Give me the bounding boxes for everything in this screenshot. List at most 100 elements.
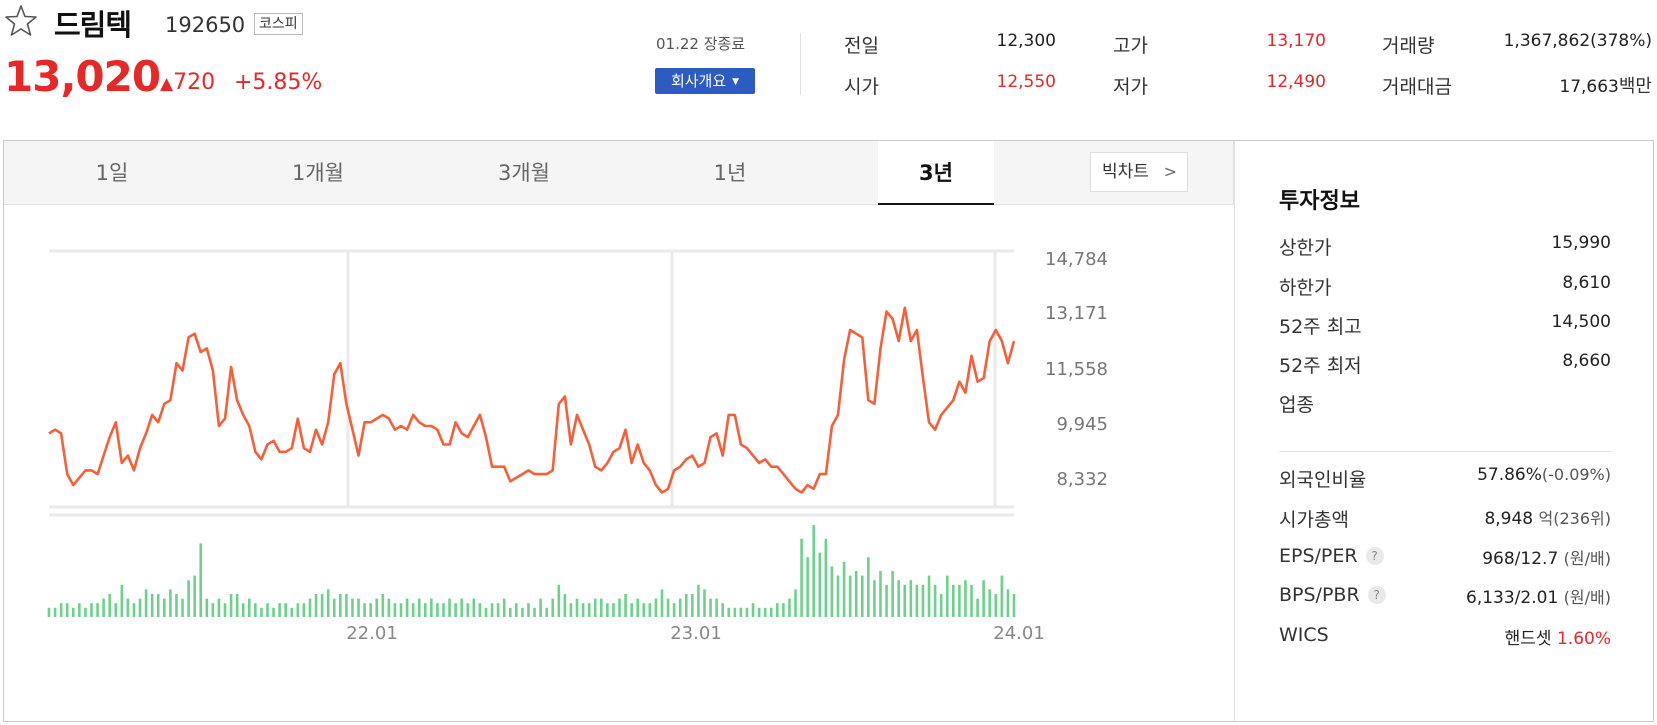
high52-value: 14,500 <box>1551 312 1611 332</box>
volume-bar <box>612 603 615 617</box>
low-label: 저가 <box>1113 76 1148 98</box>
volume-bar <box>812 525 816 617</box>
volume-bar <box>599 598 603 617</box>
volume-bar <box>860 575 864 617</box>
volume-bar <box>757 607 761 617</box>
volume-bar <box>393 603 397 617</box>
high-label: 고가 <box>1113 35 1148 57</box>
tab-3y[interactable]: 3년 <box>878 141 994 205</box>
volume-bar <box>879 571 882 617</box>
trade-value-number: 17,663 <box>1559 77 1619 97</box>
info-divider <box>1279 451 1612 452</box>
wics-value[interactable]: 핸드셋 1.60% <box>1505 624 1611 649</box>
foreign-ratio-label: 외국인비율 <box>1279 469 1367 491</box>
chart-panel: 1일 1개월 3개월 1년 3년 빅차트 > 14,784 13,171 11,558… <box>3 140 1654 722</box>
volume-bar <box>144 589 148 617</box>
bps-pbr-text: BPS/PBR <box>1279 584 1360 606</box>
volume-bar <box>120 584 124 617</box>
help-icon[interactable]: ? <box>1365 547 1384 565</box>
volume-bar <box>824 538 828 617</box>
volume-bar <box>982 580 985 617</box>
volume-bar <box>181 598 184 617</box>
volume-bar <box>314 594 318 617</box>
open-value: 12,550 <box>996 72 1056 92</box>
volume-bar <box>326 589 330 617</box>
volume-bar <box>102 598 105 617</box>
volume-bar <box>460 598 464 617</box>
company-overview-button[interactable]: 회사개요 ▼ <box>655 68 755 94</box>
volume-bar <box>199 543 203 617</box>
volume-bar <box>909 580 913 617</box>
bigchart-button[interactable]: 빅차트 > <box>1090 152 1188 192</box>
volume-bar <box>211 603 215 617</box>
price-line <box>48 306 1016 494</box>
volume-bar <box>970 584 973 617</box>
volume-bar <box>891 571 894 617</box>
volume-bar <box>885 584 888 617</box>
eps-per-unit: (원/배) <box>1563 549 1611 568</box>
volume-bar <box>915 584 919 617</box>
volume-bar <box>575 598 579 617</box>
x-tick-label: 23.01 <box>670 623 722 644</box>
help-icon[interactable]: ? <box>1367 586 1386 604</box>
volume-bar <box>411 603 415 617</box>
volume-bar <box>381 594 385 617</box>
volume-bar <box>715 598 718 617</box>
stock-name: 드림텍 <box>54 8 132 42</box>
volume-bar <box>763 607 767 617</box>
volume-bar <box>320 594 324 617</box>
bps-pbr-value: 6,133/2.01 (원/배) <box>1466 584 1611 608</box>
foreign-ratio-value: 57.86%(-0.09%) <box>1477 465 1611 485</box>
volume-bar <box>387 598 391 617</box>
y-tick-label: 14,784 <box>1045 249 1108 270</box>
volume-bar <box>721 603 724 617</box>
volume-bar <box>745 607 749 617</box>
tab-3m[interactable]: 3개월 <box>497 161 550 185</box>
volume-bar <box>254 603 257 617</box>
volume-bar <box>247 598 251 617</box>
volume-bar <box>90 603 93 617</box>
volume-bar <box>1012 594 1016 617</box>
volume-bar <box>739 607 743 617</box>
volume-bar <box>569 603 573 617</box>
y-tick-label: 9,945 <box>1056 414 1108 435</box>
volume-bar <box>490 603 494 617</box>
volume-bar <box>96 603 99 617</box>
trade-value: 17,663백만 <box>1460 72 1652 98</box>
volume-bar <box>351 598 354 617</box>
volume-bar <box>417 598 421 617</box>
market-cap-rank: 억(236위) <box>1538 509 1611 528</box>
volume-bar <box>897 580 900 617</box>
volume-bar <box>976 598 979 617</box>
tab-1y[interactable]: 1년 <box>713 161 747 185</box>
foreign-ratio-change: (-0.09%) <box>1541 465 1611 484</box>
volume-bar <box>691 594 694 617</box>
caret-down-icon: ▼ <box>732 77 740 87</box>
favorite-star-icon[interactable] <box>4 4 38 38</box>
volume-bar <box>606 603 609 617</box>
eps-per-number: 968/12.7 <box>1482 549 1559 569</box>
volume-bar <box>302 603 306 617</box>
low-value: 12,490 <box>1266 72 1326 92</box>
volume-bar <box>921 584 925 617</box>
wics-sector: 핸드셋 <box>1504 629 1552 649</box>
volume-bar <box>345 594 348 617</box>
volume-bar <box>296 603 300 617</box>
tab-1m[interactable]: 1개월 <box>291 161 344 185</box>
volume-bar <box>873 580 876 617</box>
volume-bar <box>278 603 281 617</box>
volume-bar <box>126 598 130 617</box>
market-cap-label: 시가총액 <box>1279 509 1349 531</box>
low52-label: 52주 최저 <box>1279 355 1362 377</box>
volume-bar <box>472 598 476 617</box>
volume-bar <box>53 607 57 617</box>
volume-bar <box>660 589 664 617</box>
volume-bar <box>65 603 69 617</box>
volume-bar <box>587 603 591 617</box>
tab-1d[interactable]: 1일 <box>95 161 129 185</box>
period-tabs: 1일 1개월 3개월 1년 3년 빅차트 > <box>4 141 1234 205</box>
y-tick-label: 13,171 <box>1045 303 1108 324</box>
market-status: 01.22 장종료 <box>656 35 746 53</box>
volume-bar <box>927 575 931 617</box>
high-value: 13,170 <box>1266 31 1326 51</box>
